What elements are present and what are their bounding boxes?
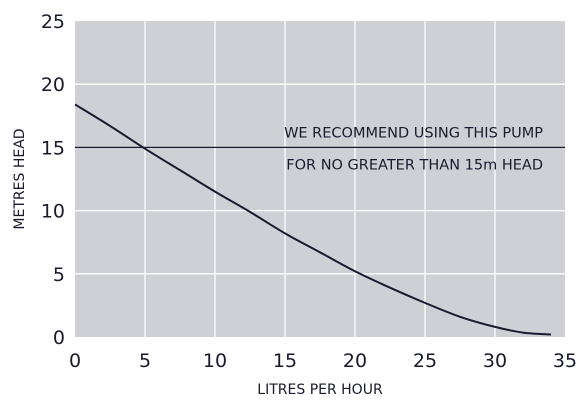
- x-tick-10: 10: [203, 350, 227, 372]
- y-axis-label: METRES HEAD: [12, 128, 28, 229]
- annotation-line-1: WE RECOMMEND USING THIS PUMP: [284, 125, 543, 141]
- y-tick-25: 25: [41, 11, 65, 33]
- x-tick-5: 5: [139, 350, 151, 372]
- pump-performance-curve: [74, 103, 552, 336]
- y-tick-5: 5: [53, 264, 65, 286]
- x-axis-label: LITRES PER HOUR: [257, 382, 383, 398]
- y-tick-labels: 0 5 10 15 20 25: [41, 11, 65, 349]
- y-tick-15: 15: [41, 137, 65, 159]
- y-tick-0: 0: [53, 327, 65, 349]
- x-tick-labels: 0 5 10 15 20 25 30 35: [69, 350, 577, 372]
- x-tick-20: 20: [343, 350, 367, 372]
- y-tick-20: 20: [41, 74, 65, 96]
- x-tick-0: 0: [69, 350, 81, 372]
- annotation-line-2: FOR NO GREATER THAN 15m HEAD: [286, 157, 543, 173]
- x-tick-15: 15: [273, 350, 297, 372]
- x-tick-30: 30: [483, 350, 507, 372]
- plot-background: [75, 21, 565, 337]
- x-tick-25: 25: [413, 350, 437, 372]
- x-tick-35: 35: [553, 350, 577, 372]
- y-tick-10: 10: [41, 201, 65, 223]
